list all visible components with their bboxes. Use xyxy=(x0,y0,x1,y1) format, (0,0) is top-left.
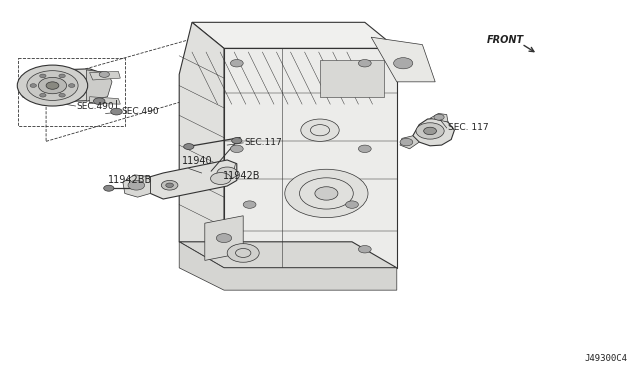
Circle shape xyxy=(358,145,371,153)
Polygon shape xyxy=(430,113,448,122)
Polygon shape xyxy=(192,22,397,48)
Polygon shape xyxy=(86,70,112,101)
Text: 11942B: 11942B xyxy=(223,171,260,181)
Circle shape xyxy=(346,201,358,208)
Circle shape xyxy=(394,58,413,69)
Polygon shape xyxy=(123,175,150,197)
Text: SEC.490: SEC.490 xyxy=(77,102,115,110)
Polygon shape xyxy=(179,242,397,290)
Circle shape xyxy=(30,84,36,87)
Circle shape xyxy=(59,93,65,97)
Circle shape xyxy=(59,74,65,78)
Circle shape xyxy=(400,138,413,146)
Circle shape xyxy=(166,183,173,187)
Circle shape xyxy=(68,84,75,87)
Polygon shape xyxy=(179,242,397,268)
Text: FRONT: FRONT xyxy=(486,35,524,45)
Circle shape xyxy=(40,93,46,97)
Polygon shape xyxy=(22,69,106,102)
Circle shape xyxy=(111,108,122,115)
Circle shape xyxy=(285,169,368,218)
Circle shape xyxy=(38,77,67,94)
Circle shape xyxy=(230,145,243,153)
Circle shape xyxy=(99,71,109,77)
Polygon shape xyxy=(413,118,454,146)
Circle shape xyxy=(40,74,46,78)
Circle shape xyxy=(161,180,178,190)
Circle shape xyxy=(230,60,243,67)
Text: 11942BB: 11942BB xyxy=(108,175,152,185)
Circle shape xyxy=(17,65,88,106)
Text: SEC. 117: SEC. 117 xyxy=(448,123,488,132)
Polygon shape xyxy=(371,37,435,82)
Circle shape xyxy=(211,173,231,185)
Circle shape xyxy=(416,123,444,139)
Polygon shape xyxy=(205,216,243,260)
Circle shape xyxy=(301,119,339,141)
Circle shape xyxy=(184,144,194,150)
Circle shape xyxy=(216,234,232,243)
Circle shape xyxy=(128,180,145,190)
Text: 11940: 11940 xyxy=(182,156,213,166)
Text: SEC.117: SEC.117 xyxy=(244,138,282,147)
Circle shape xyxy=(46,82,59,89)
Polygon shape xyxy=(179,22,224,268)
Polygon shape xyxy=(224,48,397,268)
Circle shape xyxy=(358,246,371,253)
Circle shape xyxy=(434,114,444,120)
Text: J49300C4: J49300C4 xyxy=(584,354,627,363)
Polygon shape xyxy=(90,71,120,80)
Circle shape xyxy=(27,71,78,100)
Circle shape xyxy=(93,98,105,105)
Polygon shape xyxy=(90,97,120,104)
Circle shape xyxy=(232,138,242,144)
Text: SEC.490: SEC.490 xyxy=(122,107,159,116)
Circle shape xyxy=(230,246,243,253)
Circle shape xyxy=(104,185,114,191)
Circle shape xyxy=(424,127,436,135)
Circle shape xyxy=(358,60,371,67)
Circle shape xyxy=(243,201,256,208)
Polygon shape xyxy=(400,136,419,149)
Circle shape xyxy=(315,187,338,200)
Polygon shape xyxy=(320,60,384,97)
Circle shape xyxy=(227,244,259,262)
Circle shape xyxy=(217,167,237,179)
Polygon shape xyxy=(150,160,237,199)
